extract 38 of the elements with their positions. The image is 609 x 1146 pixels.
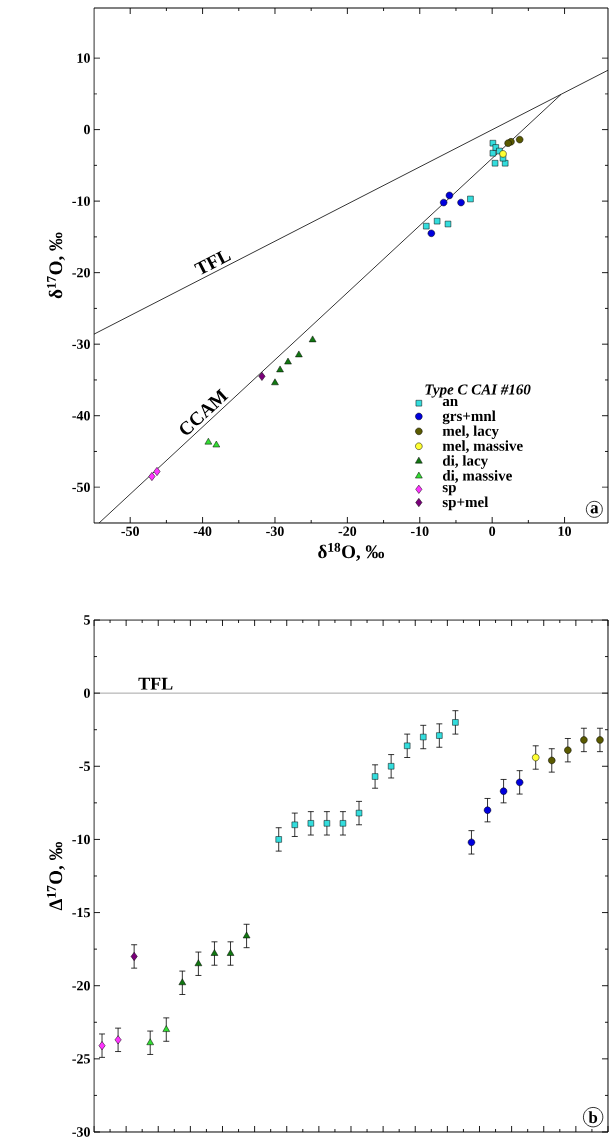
annotation: a xyxy=(590,505,599,514)
y-tick-label: -20 xyxy=(72,980,90,991)
y-tick-label: 0 xyxy=(84,124,90,135)
legend-label: mel, lacy xyxy=(442,425,499,440)
x-axis-title: δ$^{18}$O, ‰ xyxy=(318,542,385,561)
legend-label: grs+mnl xyxy=(442,410,496,425)
y-tick-label: -30 xyxy=(72,339,90,349)
y-tick-label: -10 xyxy=(72,834,90,845)
y-tick-label: 10 xyxy=(77,53,90,63)
annotation: b xyxy=(588,1111,598,1124)
legend-label: sp+mel xyxy=(442,496,489,511)
x-tick-label: 0 xyxy=(489,526,496,536)
y-axis-title: Δ$^{17}$O, ‰ xyxy=(46,841,65,911)
y-tick-label: -40 xyxy=(72,410,90,421)
y-tick-label: 5 xyxy=(84,615,90,625)
x-tick-label: -10 xyxy=(410,526,429,536)
y-tick-label: 0 xyxy=(84,688,90,698)
legend-label: di, lacy xyxy=(442,455,489,469)
y-tick-label: -10 xyxy=(72,196,90,206)
legend-label: sp xyxy=(442,485,456,496)
text: TFL xyxy=(193,250,232,275)
legend-label: di, massive xyxy=(442,470,512,483)
legend-label: mel, massive xyxy=(442,440,523,454)
y-tick-label: -5 xyxy=(79,761,90,771)
y-tick-label: -15 xyxy=(72,907,90,918)
x-tick-label: -50 xyxy=(121,526,139,536)
y-tick-label: -20 xyxy=(72,267,90,278)
legend-title: Type C CAI #160 xyxy=(425,384,531,398)
ref-line-label: TFL xyxy=(138,677,173,690)
x-tick-label: -30 xyxy=(266,526,284,536)
x-tick-label: -40 xyxy=(193,526,212,536)
legend-label: an xyxy=(442,398,458,407)
x-tick-label: -20 xyxy=(338,526,357,536)
y-tick-label: -25 xyxy=(72,1054,90,1064)
y-axis-title: δ$^{17}$O, ‰ xyxy=(46,232,65,299)
y-tick-label: -50 xyxy=(72,482,90,492)
x-tick-label: 10 xyxy=(558,526,572,536)
y-tick-label: -30 xyxy=(72,1127,90,1137)
